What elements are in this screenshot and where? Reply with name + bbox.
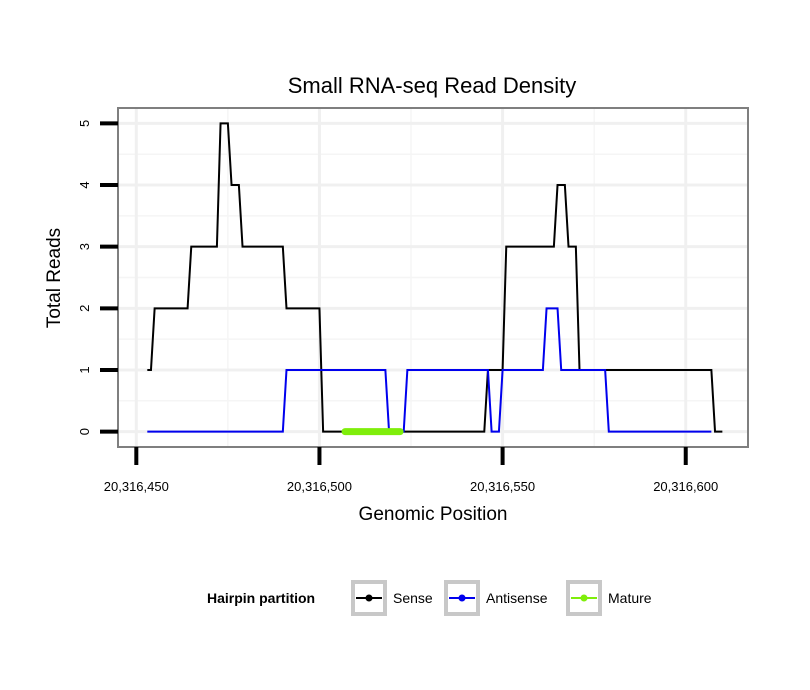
axes: 0 1 2 3 4 5 20,316,450 20,316,500 20,316,550 20,3…	[77, 120, 718, 494]
y-tick-label: 3	[77, 243, 92, 250]
legend-item-sense: Sense	[351, 580, 433, 616]
y-tick-label: 4	[77, 181, 92, 188]
y-tick-label: 1	[77, 366, 92, 373]
series-line-antisense	[147, 307, 712, 433]
x-tick-label: 20,316,550	[470, 479, 535, 494]
chart-title: Small RNA-seq Read Density	[288, 73, 577, 98]
legend-item-antisense: Antisense	[444, 580, 548, 616]
y-tick-label: 5	[77, 120, 92, 127]
x-tick-label: 20,316,500	[287, 479, 352, 494]
legend-label: Mature	[608, 590, 652, 606]
x-tick-label: 20,316,450	[104, 479, 169, 494]
x-axis-title: Genomic Position	[359, 504, 508, 525]
y-tick-label: 2	[77, 305, 92, 312]
legend-label: Sense	[393, 590, 433, 606]
legend-item-mature: Mature	[566, 580, 652, 616]
legend-title: Hairpin partition	[207, 590, 315, 606]
legend-key-point	[458, 594, 466, 602]
legend: Hairpin partition Sense Antisense Mature	[207, 580, 652, 616]
x-tick-label: 20,316,600	[653, 479, 718, 494]
y-axis-title: Total Reads	[44, 228, 65, 328]
legend-key-point	[580, 594, 588, 602]
series-layer	[147, 122, 723, 436]
legend-key-point	[365, 594, 373, 602]
legend-items: Sense Antisense Mature	[351, 580, 652, 616]
series-line-sense	[147, 122, 723, 433]
legend-label: Antisense	[486, 590, 548, 606]
y-tick-label: 0	[77, 428, 92, 435]
